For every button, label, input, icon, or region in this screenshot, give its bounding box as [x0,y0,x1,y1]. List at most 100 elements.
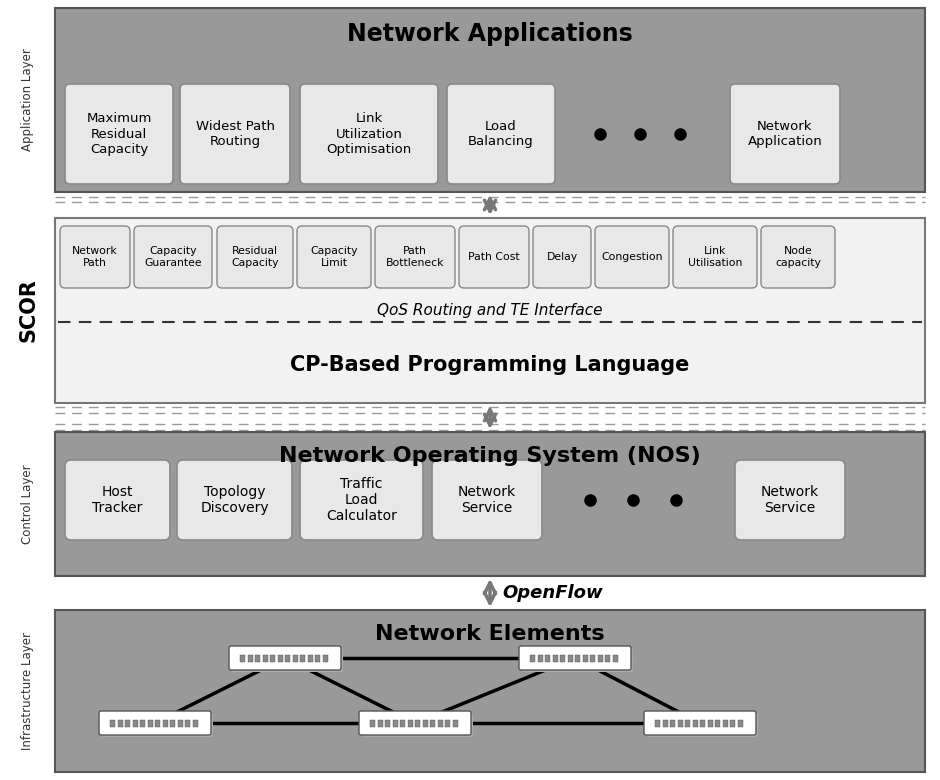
FancyBboxPatch shape [521,648,633,672]
FancyBboxPatch shape [229,646,341,670]
Text: Network
Path: Network Path [72,246,118,268]
Bar [55,218,925,403]
Bar [370,719,375,726]
Text: Path
Bottleneck: Path Bottleneck [385,246,445,268]
FancyBboxPatch shape [300,460,423,540]
Bar [307,654,312,661]
Bar [685,719,690,726]
Text: Network
Service: Network Service [458,485,516,515]
Bar [655,719,660,726]
Bar [140,719,145,726]
Bar [598,654,603,661]
Bar [700,719,705,726]
Bar [322,654,327,661]
Bar [452,719,458,726]
Bar [55,432,925,576]
Text: Network Elements: Network Elements [375,624,604,644]
Bar [530,654,535,661]
Bar [385,719,390,726]
Text: Link
Utilisation: Link Utilisation [688,246,743,268]
FancyBboxPatch shape [361,713,473,737]
Bar [240,654,245,661]
Text: Network
Service: Network Service [761,485,819,515]
FancyBboxPatch shape [673,226,757,288]
FancyBboxPatch shape [101,713,213,737]
Bar [553,654,557,661]
Bar [738,719,743,726]
Text: SCOR: SCOR [18,278,38,342]
Text: Network
Application: Network Application [747,120,822,148]
Text: Control Layer: Control Layer [22,464,35,544]
Bar [378,719,383,726]
Text: Infrastructure Layer: Infrastructure Layer [22,632,35,750]
Bar [185,719,190,726]
FancyBboxPatch shape [533,226,591,288]
FancyBboxPatch shape [646,713,758,737]
FancyBboxPatch shape [595,226,669,288]
Bar [678,719,682,726]
FancyBboxPatch shape [447,84,555,184]
FancyBboxPatch shape [177,460,292,540]
Bar [583,654,588,661]
Text: Delay: Delay [546,252,577,262]
Bar [575,654,580,661]
Text: QoS Routing and TE Interface: QoS Routing and TE Interface [377,303,603,317]
Bar [605,654,610,661]
Bar [285,654,290,661]
FancyBboxPatch shape [134,226,212,288]
Text: Network Operating System (NOS): Network Operating System (NOS) [279,446,701,466]
FancyBboxPatch shape [519,646,631,670]
Bar [437,719,443,726]
FancyBboxPatch shape [60,226,130,288]
Bar [393,719,398,726]
Bar [148,719,152,726]
Bar [193,719,197,726]
FancyBboxPatch shape [297,226,371,288]
FancyBboxPatch shape [730,84,840,184]
Bar [693,719,697,726]
FancyBboxPatch shape [231,648,343,672]
Bar [545,654,550,661]
Bar [118,719,122,726]
FancyBboxPatch shape [735,460,845,540]
Bar [560,654,565,661]
FancyBboxPatch shape [761,226,835,288]
FancyBboxPatch shape [432,460,542,540]
Bar [400,719,405,726]
FancyBboxPatch shape [359,711,471,735]
FancyBboxPatch shape [375,226,455,288]
Bar [155,719,160,726]
Bar [262,654,268,661]
Text: Capacity
Guarantee: Capacity Guarantee [144,246,202,268]
Bar [125,719,130,726]
FancyBboxPatch shape [300,84,438,184]
Bar [163,719,167,726]
Bar [55,8,925,192]
Bar [613,654,618,661]
Text: Maximum
Residual
Capacity: Maximum Residual Capacity [86,112,151,155]
Bar [292,654,297,661]
Bar [715,719,720,726]
Bar [663,719,667,726]
FancyBboxPatch shape [99,711,211,735]
Text: Node
capacity: Node capacity [776,246,821,268]
Text: OpenFlow: OpenFlow [502,584,603,602]
Bar [247,654,253,661]
Bar [430,719,435,726]
Bar [270,654,275,661]
Text: Residual
Capacity: Residual Capacity [231,246,279,268]
Bar [422,719,428,726]
Bar [178,719,182,726]
Text: Capacity
Limit: Capacity Limit [310,246,358,268]
Bar [315,654,320,661]
FancyBboxPatch shape [644,711,756,735]
Bar [255,654,260,661]
Text: Host
Tracker: Host Tracker [92,485,143,515]
Text: Topology
Discovery: Topology Discovery [200,485,269,515]
Bar [170,719,175,726]
FancyBboxPatch shape [65,84,173,184]
Text: Widest Path
Routing: Widest Path Routing [196,120,274,148]
Bar [415,719,420,726]
Bar [277,654,283,661]
Text: Link
Utilization
Optimisation: Link Utilization Optimisation [326,112,412,155]
